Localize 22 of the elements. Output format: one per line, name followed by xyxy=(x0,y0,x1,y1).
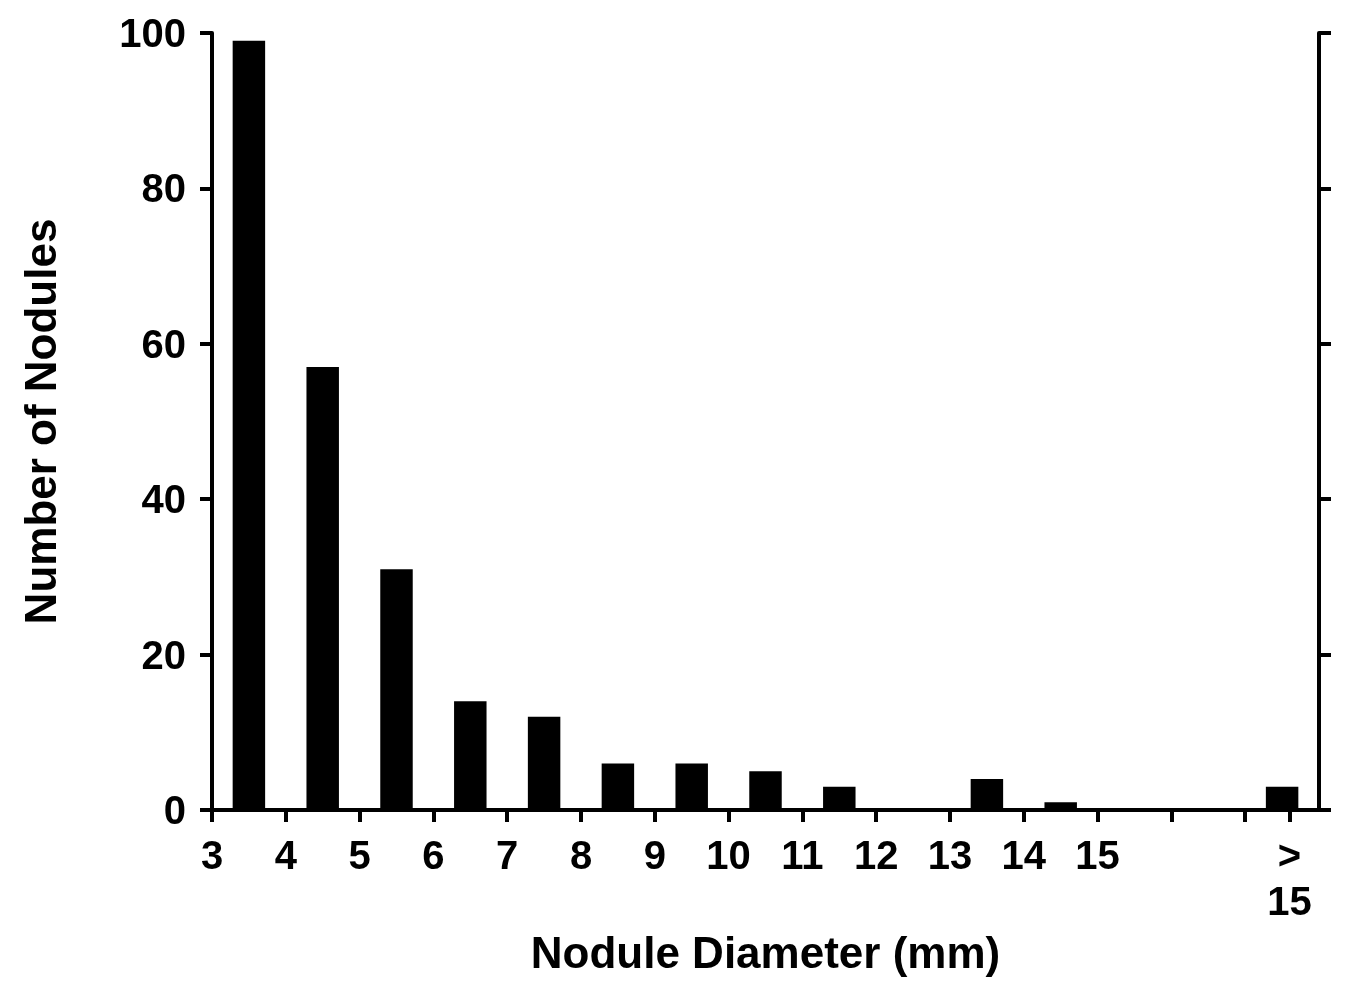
x-tick-label: 13 xyxy=(927,833,973,877)
y-tick-label: 60 xyxy=(141,321,186,366)
x-axis-title: Nodule Diameter (mm) xyxy=(530,927,1001,977)
y-tick-label: 40 xyxy=(141,477,186,522)
x-tick-label: 3 xyxy=(200,833,224,877)
y-tick-label: 0 xyxy=(163,788,186,832)
x-tick-label: 14 xyxy=(1001,833,1047,877)
y-tick-label: 80 xyxy=(141,166,186,211)
x-tick-label: 6 xyxy=(422,833,445,877)
x-tick-label: 8 xyxy=(569,833,593,877)
y-axis-title: Number of Nodules xyxy=(15,218,65,625)
x-tick-label: 10 xyxy=(706,833,751,877)
x-tick-label: > 15 xyxy=(1267,833,1312,923)
x-tick-label: 15 xyxy=(1075,833,1120,877)
x-tick-label: 12 xyxy=(853,833,899,877)
x-tick-label: 9 xyxy=(643,833,666,877)
x-tick-label: 11 xyxy=(781,833,824,877)
x-tick-label: 5 xyxy=(348,833,371,877)
x-tick-label: 7 xyxy=(496,833,519,877)
y-tick-label: 20 xyxy=(141,632,186,677)
x-tick-label: 4 xyxy=(274,833,298,877)
y-tick-label: 100 xyxy=(119,11,186,55)
